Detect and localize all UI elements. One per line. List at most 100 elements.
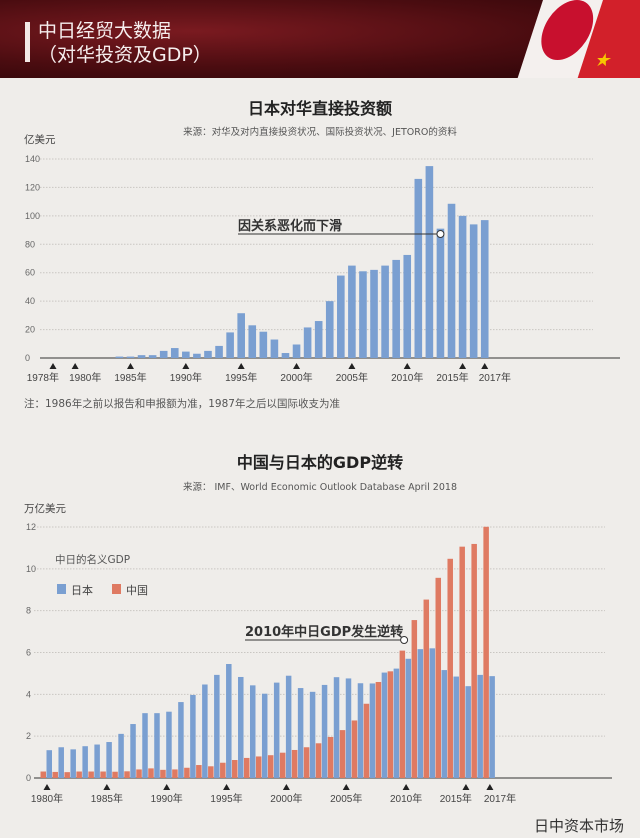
chart2-xtick-marker-icon (223, 784, 231, 790)
chart2-xtick-marker-icon (282, 784, 290, 790)
chart1-xtick-marker-icon (237, 363, 245, 369)
chart2-bar-japan (190, 694, 196, 778)
chart2-bar-china (483, 526, 489, 778)
chart1-ytick-label: 20 (25, 325, 35, 335)
chart1-bar (370, 269, 378, 358)
chart2-ytick-label: 2 (26, 731, 31, 741)
chart2-bar-japan (453, 676, 459, 778)
chart1-xtick-marker-icon (459, 363, 467, 369)
chart1-xtick-marker-icon (49, 363, 57, 369)
chart2-bar-japan (309, 691, 316, 778)
chart2-bar-china (208, 766, 214, 778)
chart2-bar-china (76, 771, 82, 778)
chart-gdp: 中国与日本的GDP逆转 来源： IMF、World Economic Outlo… (24, 453, 612, 805)
chart1-ytick-label: 80 (25, 239, 35, 249)
chart1-annotation: 因关系恶化而下滑 (238, 218, 342, 234)
chart2-bar-japan (214, 674, 220, 778)
chart2-bar-japan (285, 675, 292, 778)
chart2-bar-china (459, 546, 465, 778)
chart2-bar-japan (345, 678, 352, 778)
chart1-xtick-marker-icon (182, 363, 190, 369)
chart1-bar (281, 353, 290, 358)
chart2-xtick-label: 1980年 (31, 792, 63, 805)
chart2-ytick-label: 6 (26, 648, 31, 658)
chart1-bar (137, 355, 146, 358)
chart2-bar-china (232, 760, 238, 778)
chart2-bar-china (363, 703, 370, 778)
chart2-bar-japan (46, 750, 52, 778)
chart2-bar-china (64, 772, 70, 778)
chart2-bar-japan (70, 749, 76, 778)
chart1-annotation-marker (436, 230, 445, 238)
chart2-bar-china (243, 757, 250, 778)
chart1-ytick-label: 100 (25, 211, 40, 221)
chart1-bar (325, 301, 334, 358)
chart1-xtick-label: 2015年 (436, 371, 468, 384)
chart1-bar (314, 321, 323, 358)
chart2-bar-japan (166, 711, 172, 778)
chart1-bar (425, 166, 434, 358)
chart2-xtick-label: 2005年 (330, 792, 362, 805)
chart2-bar-japan (489, 676, 495, 778)
chart2-bar-china (160, 769, 166, 778)
chart2-bar-china (411, 620, 418, 778)
chart1-ytick-label: 120 (25, 182, 40, 192)
chart2-bar-japan (249, 685, 256, 778)
chart2-bar-china (423, 599, 430, 778)
chart2-ytick-label: 8 (26, 606, 31, 616)
chart2-bar-japan (441, 670, 448, 778)
chart2-bar-china (172, 769, 178, 778)
chart1-bar (292, 344, 301, 358)
chart1-xtick-label: 1985年 (114, 371, 146, 384)
chart2-xtick-marker-icon (163, 784, 171, 790)
legend-swatch-japan (57, 584, 66, 594)
chart-fdi: 日本对华直接投资额 来源：对华及对内直接投资状况、国际投资状况、JETORO的资… (24, 99, 620, 410)
chart2-bar-japan (178, 702, 184, 778)
chart1-xtick-label: 1990年 (170, 371, 202, 384)
chart2-ylabel: 万亿美元 (24, 502, 66, 515)
chart2-bar-china (399, 650, 406, 778)
chart2-bar-china (52, 771, 58, 778)
chart2-xtick-label: 1995年 (210, 792, 242, 805)
legend-swatch-china (112, 584, 121, 594)
chart2-bar-china (112, 771, 118, 778)
chart2-annotation-marker (400, 636, 409, 644)
chart1-xtick-label: 1995年 (225, 371, 257, 384)
chart2-bar-china (220, 762, 226, 778)
chart1-bar (458, 215, 467, 358)
chart1-xtick-marker-icon (481, 363, 489, 369)
chart1-bar (115, 356, 124, 358)
chart2-bar-japan (405, 658, 412, 778)
chart2-bar-china (447, 558, 453, 778)
chart2-bar-japan (94, 744, 100, 778)
legend-label-japan: 日本 (71, 583, 93, 597)
chart1-xtick-marker-icon (126, 363, 134, 369)
chart2-ytick-label: 10 (26, 564, 36, 574)
chart2-bar-japan (321, 684, 328, 778)
chart2-bar-china (196, 765, 202, 778)
chart1-xtick-label: 1980年 (69, 371, 101, 384)
chart2-bar-china (315, 743, 322, 778)
chart2-bar-china (40, 771, 46, 778)
chart1-subtitle: 来源：对华及对内直接投资状况、国际投资状况、JETORO的资料 (183, 126, 457, 138)
chart1-bar (259, 331, 268, 358)
chart2-bar-china (303, 747, 310, 778)
chart1-ytick-label: 60 (25, 268, 35, 278)
chart1-bar (159, 350, 168, 358)
chart2-bar-japan (142, 713, 148, 778)
chart1-bar (226, 332, 234, 358)
chart2-bar-china (184, 767, 190, 778)
chart2-xtick-label: 1990年 (151, 792, 183, 805)
chart2-bar-japan (381, 672, 388, 778)
chart2-bar-japan (297, 688, 304, 778)
chart1-bar (237, 313, 245, 358)
chart2-bar-japan (226, 664, 232, 778)
chart2-bar-japan (261, 693, 268, 778)
chart2-bar-china (327, 737, 334, 778)
legend-title: 中日的名义GDP (55, 553, 130, 566)
chart1-xtick-marker-icon (71, 363, 79, 369)
chart1-bar (303, 327, 312, 358)
chart2-bar-china (267, 755, 274, 778)
chart1-bar (469, 224, 478, 358)
chart2-xtick-label: 1985年 (91, 792, 123, 805)
